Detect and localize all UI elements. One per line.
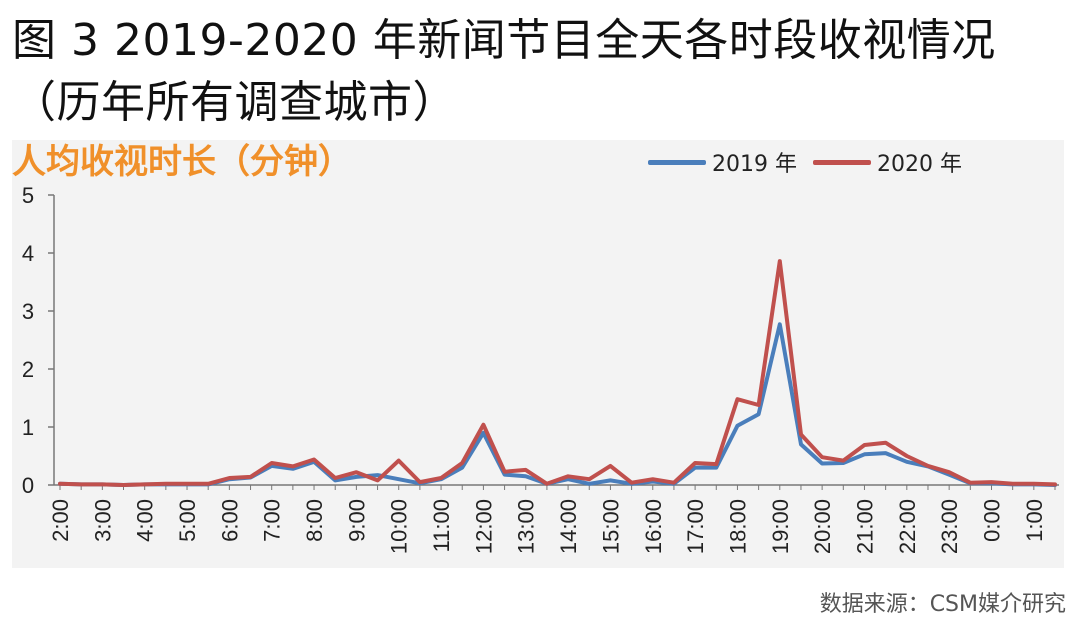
x-tick-label: 23:00 (937, 499, 962, 554)
x-tick-label: 3:00 (90, 499, 115, 542)
x-tick-label: 1:00 (1022, 499, 1047, 542)
chart-legend: 2019 年 2020 年 (648, 146, 978, 178)
legend-swatch-2019 (648, 159, 706, 165)
series-line-2019 (58, 322, 1057, 487)
x-tick-label: 18:00 (725, 499, 750, 554)
legend-swatch-2020 (812, 159, 871, 165)
data-source-note: 数据来源：CSM媒介研究 (819, 592, 1066, 617)
x-tick-label: 17:00 (683, 499, 708, 554)
y-axis-label: 人均收视时长（分钟） (12, 142, 352, 182)
x-tick-label: 20:00 (810, 499, 835, 554)
x-tick-label: 13:00 (514, 499, 539, 554)
x-tick-label: 14:00 (556, 499, 581, 554)
x-tick-label: 22:00 (895, 499, 920, 554)
y-tick-label: 0 (22, 473, 34, 498)
x-tick-label: 21:00 (852, 499, 877, 554)
y-tick-label: 5 (22, 183, 34, 208)
x-tick-label: 6:00 (217, 499, 242, 542)
chart-panel (12, 140, 1064, 568)
legend-label-2020: 2020 年 (876, 152, 962, 177)
y-tick-label: 2 (22, 357, 34, 382)
x-tick-label: 12:00 (471, 499, 496, 554)
x-tick-label: 7:00 (260, 499, 285, 542)
x-tick-label: 15:00 (598, 499, 623, 554)
x-tick-label: 19:00 (768, 499, 793, 554)
x-tick-label: 11:00 (429, 499, 454, 552)
x-tick-label: 9:00 (344, 499, 369, 542)
x-tick-label: 4:00 (133, 499, 158, 542)
x-tick-label: 0:00 (979, 499, 1004, 542)
y-tick-label: 4 (22, 241, 34, 266)
y-tick-label: 3 (22, 299, 34, 324)
y-tick-label: 1 (22, 415, 34, 440)
legend-item-2019: 2019 年 (648, 146, 797, 178)
figure-title: 图 3 2019-2020 年新闻节目全天各时段收视情况（历年所有调查城市） (12, 15, 996, 128)
x-tick-label: 10:00 (387, 499, 412, 554)
x-tick-label: 16:00 (641, 499, 666, 554)
legend-label-2019: 2019 年 (712, 152, 797, 177)
legend-item-2020: 2020 年 (812, 146, 962, 178)
series-line-2020 (58, 259, 1057, 487)
x-tick-label: 8:00 (302, 499, 327, 542)
x-tick-label: 2:00 (48, 499, 73, 542)
x-tick-label: 5:00 (175, 499, 200, 542)
